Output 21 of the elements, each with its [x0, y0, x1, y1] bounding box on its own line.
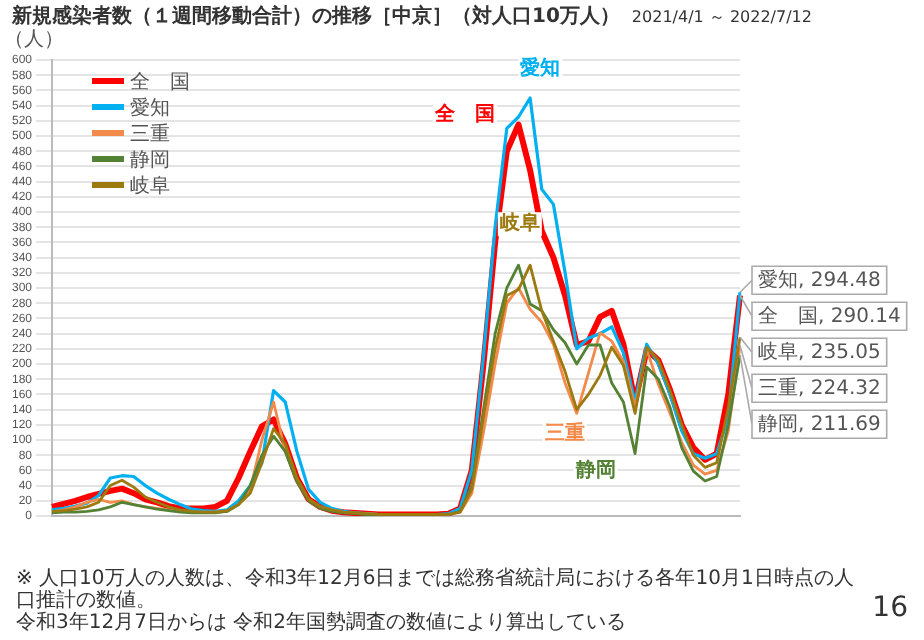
legend-label: 静岡: [130, 147, 170, 173]
data-label: 三重, 224.32: [758, 376, 881, 401]
legend-label: 三重: [130, 121, 170, 147]
text: 愛知: [520, 58, 561, 81]
text: 全 国: [434, 103, 495, 126]
y-axis-title: （人）: [4, 29, 64, 52]
legend-label: 愛知: [130, 95, 170, 121]
data-label: 静岡, 211.69: [758, 412, 881, 437]
text: 令和3年12月7日からは 令和2年国勢調査の数値により算出している: [16, 612, 628, 634]
text: 静岡: [575, 459, 616, 482]
chart-subtitle: 2021/4/1 ～ 2022/7/12: [631, 6, 812, 28]
legend-label: 全 国: [130, 69, 190, 95]
data-label: 全 国, 290.14: [758, 304, 901, 329]
chart-title: 新規感染者数（１週間移動合計）の推移［中京］（対人口10万人）: [12, 2, 620, 29]
text: 三重: [544, 423, 585, 446]
data-label: 愛知, 294.48: [758, 268, 881, 293]
data-label: 岐阜, 235.05: [758, 340, 881, 365]
text: 16: [872, 592, 908, 624]
text: ※ 人口10万人の人数は、令和3年12月6日までは総務省統計局における各年10月1日時点の人口推計の数値。: [16, 568, 856, 612]
legend-label: 岐阜: [130, 173, 170, 199]
text: 岐阜: [499, 213, 540, 236]
